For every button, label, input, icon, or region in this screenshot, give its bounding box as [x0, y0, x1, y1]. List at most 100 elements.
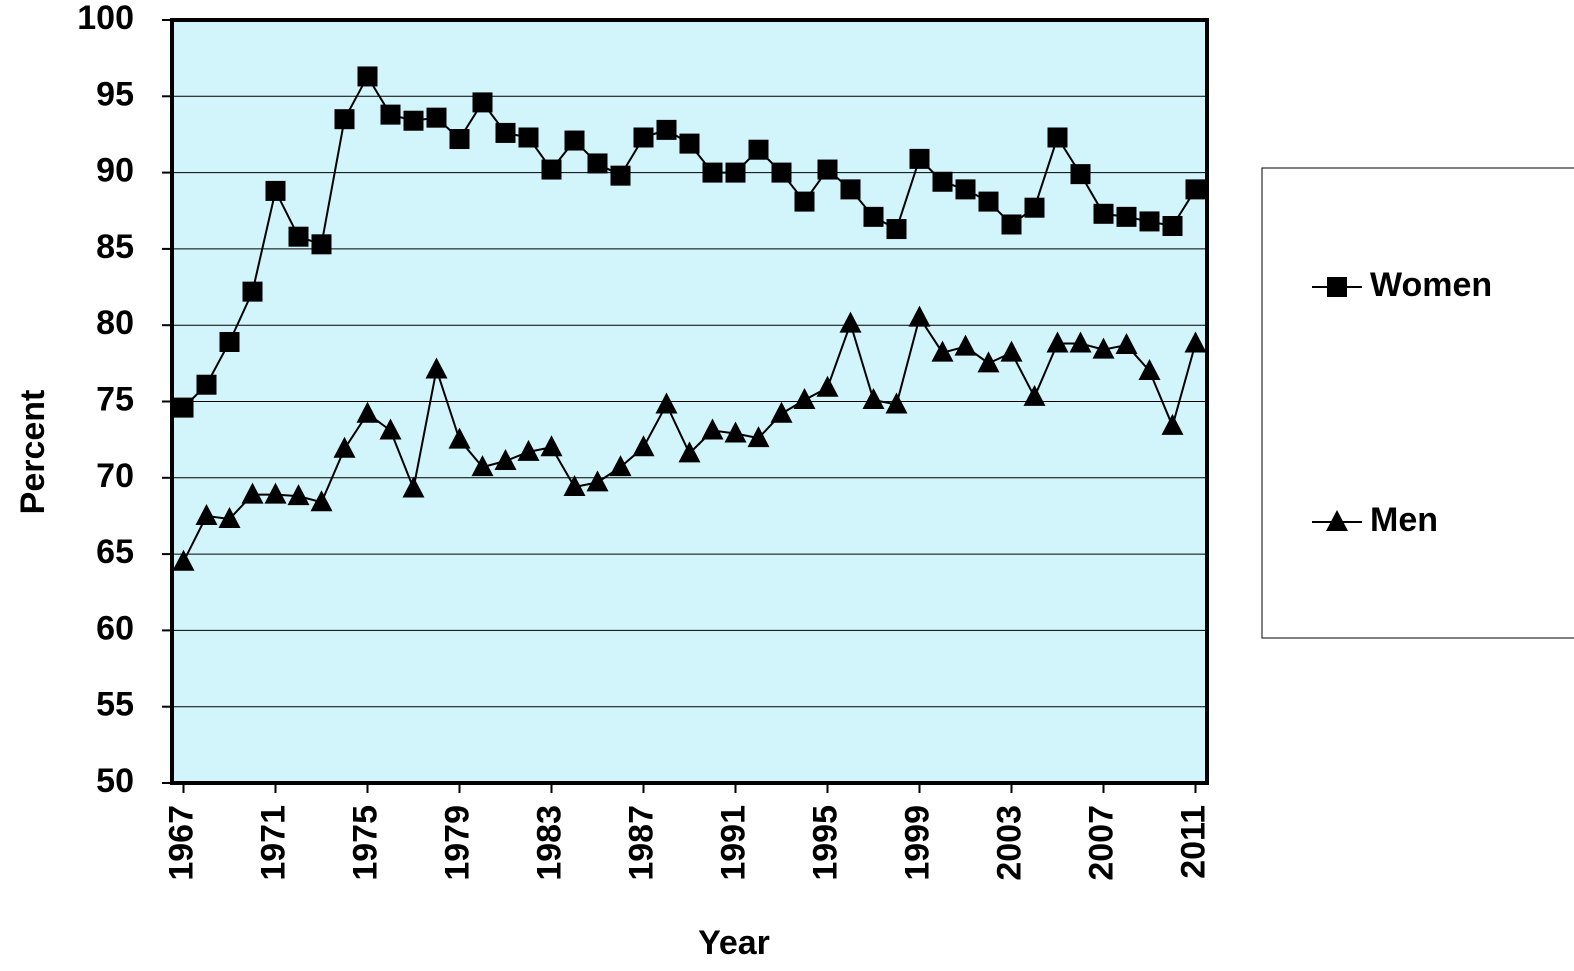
marker	[334, 109, 355, 130]
marker	[1046, 331, 1069, 353]
marker	[173, 397, 194, 418]
x-tick-label: 1991	[714, 805, 752, 881]
marker	[932, 171, 953, 192]
marker	[540, 435, 563, 457]
marker	[357, 66, 378, 87]
marker	[1069, 331, 1092, 353]
marker	[172, 549, 195, 571]
y-tick-label: 50	[96, 762, 134, 800]
marker	[1070, 164, 1091, 185]
x-tick-label: 2007	[1082, 805, 1120, 881]
marker	[265, 180, 286, 201]
y-tick-label: 55	[96, 686, 134, 724]
marker	[1023, 384, 1046, 406]
marker	[242, 281, 263, 302]
y-tick-label: 60	[96, 609, 134, 647]
marker	[356, 401, 379, 423]
marker	[563, 474, 586, 496]
marker	[793, 387, 816, 409]
x-tick-label: 1983	[530, 805, 568, 881]
marker	[448, 427, 471, 449]
marker	[701, 418, 724, 440]
marker	[472, 92, 493, 113]
x-tick-label: 1967	[162, 805, 200, 881]
marker	[471, 455, 494, 477]
marker	[1161, 413, 1184, 435]
marker	[1139, 211, 1160, 232]
marker	[403, 110, 424, 131]
marker	[287, 484, 310, 506]
marker	[1047, 127, 1068, 148]
marker	[679, 133, 700, 154]
x-tick-label: 1975	[346, 805, 384, 881]
marker	[1116, 206, 1137, 227]
plot-border	[170, 18, 1209, 785]
marker	[1162, 216, 1183, 237]
marker	[863, 206, 884, 227]
marker	[379, 418, 402, 440]
marker	[840, 179, 861, 200]
marker	[702, 162, 723, 183]
x-tick-label: 1995	[806, 805, 844, 881]
y-tick-label: 90	[96, 152, 134, 190]
marker	[449, 129, 470, 150]
x-tick-label: 1999	[898, 805, 936, 881]
x-tick-label: 1971	[254, 805, 292, 881]
marker	[1115, 333, 1138, 355]
legend-label: Women	[1370, 266, 1492, 304]
marker	[955, 179, 976, 200]
marker	[1000, 340, 1023, 362]
marker	[425, 357, 448, 379]
marker	[310, 490, 333, 512]
x-axis-label: Year	[698, 924, 770, 962]
marker	[633, 127, 654, 148]
x-tick-label: 2011	[1174, 805, 1212, 879]
marker	[333, 436, 356, 458]
marker	[402, 476, 425, 498]
y-tick-label: 95	[96, 75, 134, 113]
marker	[218, 507, 241, 529]
marker	[748, 139, 769, 160]
marker	[288, 226, 309, 247]
marker	[586, 470, 609, 492]
marker	[931, 340, 954, 362]
marker	[862, 387, 885, 409]
y-tick-label: 65	[96, 533, 134, 571]
y-tick-label: 75	[96, 380, 134, 418]
marker	[1092, 337, 1115, 359]
marker	[839, 311, 862, 333]
marker	[587, 153, 608, 174]
marker	[1326, 510, 1348, 531]
marker	[656, 119, 677, 140]
marker	[817, 159, 838, 180]
x-tick-label: 1979	[438, 805, 476, 881]
marker	[1024, 197, 1045, 218]
marker	[564, 130, 585, 151]
marker	[886, 219, 907, 240]
marker	[195, 503, 218, 525]
marker	[771, 162, 792, 183]
marker	[1093, 203, 1114, 224]
marker	[632, 435, 655, 457]
marker	[517, 439, 540, 461]
marker	[610, 165, 631, 186]
marker	[609, 455, 632, 477]
legend-box	[1261, 167, 1574, 639]
y-tick-label: 70	[96, 457, 134, 495]
marker	[1327, 277, 1347, 297]
marker	[495, 122, 516, 143]
marker	[518, 127, 539, 148]
y-axis-label: Percent	[14, 390, 52, 515]
marker	[380, 104, 401, 125]
marker	[724, 421, 747, 443]
marker	[241, 482, 264, 504]
marker	[264, 482, 287, 504]
marker	[885, 392, 908, 414]
marker	[909, 148, 930, 169]
marker	[426, 107, 447, 128]
marker	[1184, 331, 1207, 353]
y-tick-label: 100	[77, 0, 134, 37]
marker	[978, 191, 999, 212]
legend-label: Men	[1370, 501, 1438, 539]
marker	[655, 392, 678, 414]
